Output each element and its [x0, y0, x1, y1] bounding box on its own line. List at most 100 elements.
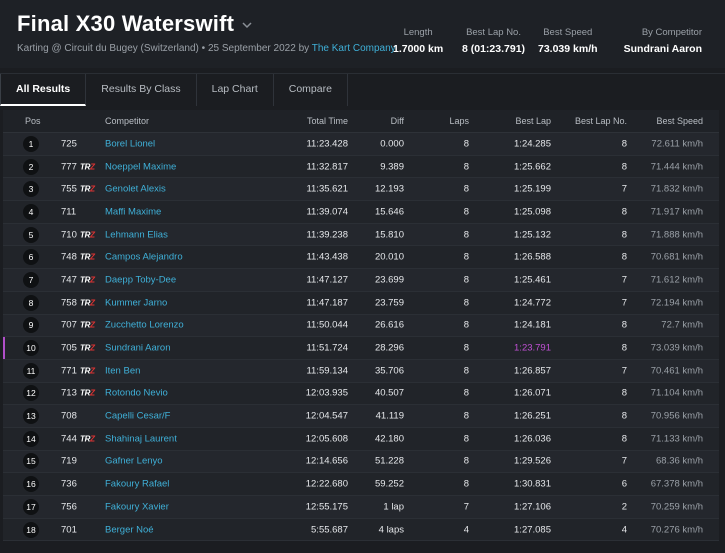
position-badge: 18 — [23, 521, 39, 538]
table-row[interactable]: 15 719 Gafner Lenyo 12:14.656 51.228 8 1:29.52… — [3, 450, 719, 474]
kart-number: 755 — [61, 183, 77, 195]
kart-number: 713 — [61, 387, 77, 399]
best-lap-no: 8 — [621, 342, 627, 354]
competitor-link[interactable]: Maffi Maxime — [105, 206, 162, 218]
best-lap-no: 6 — [621, 478, 627, 490]
table-row[interactable]: 14 744 Shahinaj Laurent 12:05.608 42.180 8 1:2… — [3, 427, 719, 451]
best-lap: 1:26.036 — [514, 433, 551, 445]
table-row[interactable]: 13 708 Capelli Cesar/F 12:04.547 41.119 8 1:26… — [3, 405, 719, 428]
competitor-link[interactable]: Rotondo Nevio — [105, 387, 168, 399]
table-row[interactable]: 18 701 Berger Noé 5:55.687 4 laps 4 1:27.085 4 7… — [3, 518, 719, 542]
competitor-link[interactable]: Kummer Jarno — [105, 297, 168, 309]
total-time: 11:39.074 — [306, 206, 348, 218]
laps: 8 — [463, 161, 469, 173]
table-row[interactable]: 6 748 Campos Alejandro 11:43.438 20.010 8 1:26… — [3, 246, 719, 270]
tab-compare[interactable]: Compare — [274, 74, 348, 106]
stat-label: By Competitor — [641, 27, 702, 38]
best-lap-no: 4 — [621, 524, 627, 536]
competitor-link[interactable]: Sundrani Aaron — [105, 342, 171, 354]
total-time: 12:55.175 — [305, 501, 348, 513]
diff: 0.000 — [380, 138, 404, 150]
competitor-link[interactable]: Noeppel Maxime — [105, 161, 177, 173]
tr-kart-logo-icon: TRZ — [80, 298, 95, 308]
competitor-link[interactable]: Fakoury Xavier — [105, 501, 169, 513]
diff: 15.646 — [374, 206, 404, 218]
competitor-link[interactable]: Berger Noé — [105, 524, 154, 536]
best-lap: 1:25.662 — [514, 161, 551, 173]
competitor-link[interactable]: Lehmann Elias — [105, 229, 168, 241]
laps: 8 — [463, 410, 469, 422]
col-header-total-time[interactable]: Total Time — [306, 116, 348, 126]
table-row[interactable]: 10 705 Sundrani Aaron 11:51.724 28.296 8 1:23.… — [3, 337, 719, 360]
competitor-link[interactable]: Fakoury Rafael — [105, 478, 170, 490]
col-header-competitor[interactable]: Competitor — [105, 116, 150, 126]
laps: 8 — [463, 342, 469, 354]
table-row[interactable]: 1 725 Borel Lionel 11:23.428 0.000 8 1:24.285 8… — [3, 133, 719, 156]
table-row[interactable]: 2 777 Noeppel Maxime 11:32.817 9.389 8 1:25.66… — [3, 155, 719, 179]
best-lap-no: 2 — [621, 501, 627, 513]
tab-lap-chart[interactable]: Lap Chart — [197, 74, 274, 106]
table-row[interactable]: 7 747 Daepp Toby-Dee 11:47.127 23.699 8 1:25.4… — [3, 269, 719, 292]
results-tabs: All Results Results By Class Lap Chart C… — [0, 73, 725, 106]
position-badge: 17 — [23, 498, 39, 515]
tr-kart-logo-icon: TRZ — [80, 275, 95, 285]
table-header: Pos Competitor Total Time Diff Laps Best… — [3, 110, 719, 133]
col-header-diff[interactable]: Diff — [390, 116, 404, 126]
competitor-link[interactable]: Capelli Cesar/F — [105, 410, 171, 422]
best-lap: 1:24.285 — [514, 138, 551, 150]
stat-value: 1.7000 km — [393, 43, 444, 55]
table-row[interactable]: 12 713 Rotondo Nevio 12:03.935 40.507 8 1:26.0… — [3, 382, 719, 406]
title-row[interactable]: Final X30 Waterswift — [17, 11, 252, 37]
table-row[interactable]: 4 711 Maffi Maxime 11:39.074 15.646 8 1:25.098… — [3, 201, 719, 224]
table-row[interactable]: 17 756 Fakoury Xavier 12:55.175 1 lap 7 1:27.1… — [3, 496, 719, 519]
competitor-link[interactable]: Gafner Lenyo — [105, 455, 163, 467]
col-header-best-lap-no[interactable]: Best Lap No. — [574, 116, 627, 126]
position-badge: 7 — [23, 271, 39, 288]
position-badge: 2 — [23, 158, 39, 175]
tab-results-by-class[interactable]: Results By Class — [86, 74, 197, 106]
chevron-down-icon[interactable] — [242, 18, 252, 32]
table-row[interactable]: 8 758 Kummer Jarno 11:47.187 23.759 8 1:24.772… — [3, 291, 719, 315]
table-row[interactable]: 16 736 Fakoury Rafael 12:22.680 59.252 8 1:30.… — [3, 473, 719, 496]
diff: 28.296 — [374, 342, 404, 354]
competitor-link[interactable]: Shahinaj Laurent — [105, 433, 177, 445]
diff: 41.119 — [375, 410, 404, 422]
col-header-best-speed[interactable]: Best Speed — [656, 116, 703, 126]
competitor-link[interactable]: Iten Ben — [105, 365, 141, 377]
col-header-pos[interactable]: Pos — [25, 116, 41, 126]
kart-number: 710 — [61, 229, 77, 241]
laps: 8 — [463, 229, 469, 241]
competitor-link[interactable]: Daepp Toby-Dee — [105, 274, 177, 286]
table-row[interactable]: 11 771 Iten Ben 11:59.134 35.706 8 1:26.857 7 70… — [3, 359, 719, 383]
competitor-link[interactable]: Genolet Alexis — [105, 183, 166, 195]
col-header-laps[interactable]: Laps — [449, 116, 469, 126]
best-speed: 70.956 km/h — [650, 410, 703, 422]
laps: 8 — [463, 206, 469, 218]
position-badge: 15 — [23, 453, 39, 470]
best-lap-no: 8 — [621, 387, 627, 399]
competitor-link[interactable]: Borel Lionel — [105, 138, 156, 150]
best-lap: 1:25.132 — [514, 229, 551, 241]
position-badge: 5 — [23, 226, 39, 243]
tab-all-results[interactable]: All Results — [0, 74, 87, 106]
laps: 4 — [463, 524, 469, 536]
total-time: 11:43.438 — [306, 251, 348, 263]
organizer-link[interactable]: The Kart Company — [311, 43, 396, 54]
competitor-link[interactable]: Campos Alejandro — [105, 251, 183, 263]
table-row[interactable]: 9 707 Zucchetto Lorenzo 11:50.044 26.616 8 1:2… — [3, 314, 719, 338]
best-lap-no: 7 — [621, 183, 627, 195]
event-subtitle: Karting @ Circuit du Bugey (Switzerland)… — [17, 43, 396, 54]
kart-number: 711 — [61, 206, 77, 218]
tr-kart-logo-icon: TRZ — [80, 162, 95, 172]
best-lap: 1:29.526 — [514, 455, 551, 467]
tr-kart-logo-icon: TRZ — [80, 434, 95, 444]
col-header-best-lap[interactable]: Best Lap — [515, 116, 551, 126]
best-speed: 72.7 km/h — [661, 319, 703, 331]
best-speed: 68.36 km/h — [656, 455, 703, 467]
total-time: 5:55.687 — [311, 524, 348, 536]
competitor-link[interactable]: Zucchetto Lorenzo — [105, 319, 184, 331]
kart-number: 758 — [61, 297, 77, 309]
best-speed: 71.917 km/h — [650, 206, 703, 218]
table-row[interactable]: 3 755 Genolet Alexis 11:35.621 12.193 8 1:25.1… — [3, 178, 719, 202]
table-row[interactable]: 5 710 Lehmann Elias 11:39.238 15.810 8 1:25.13… — [3, 223, 719, 247]
